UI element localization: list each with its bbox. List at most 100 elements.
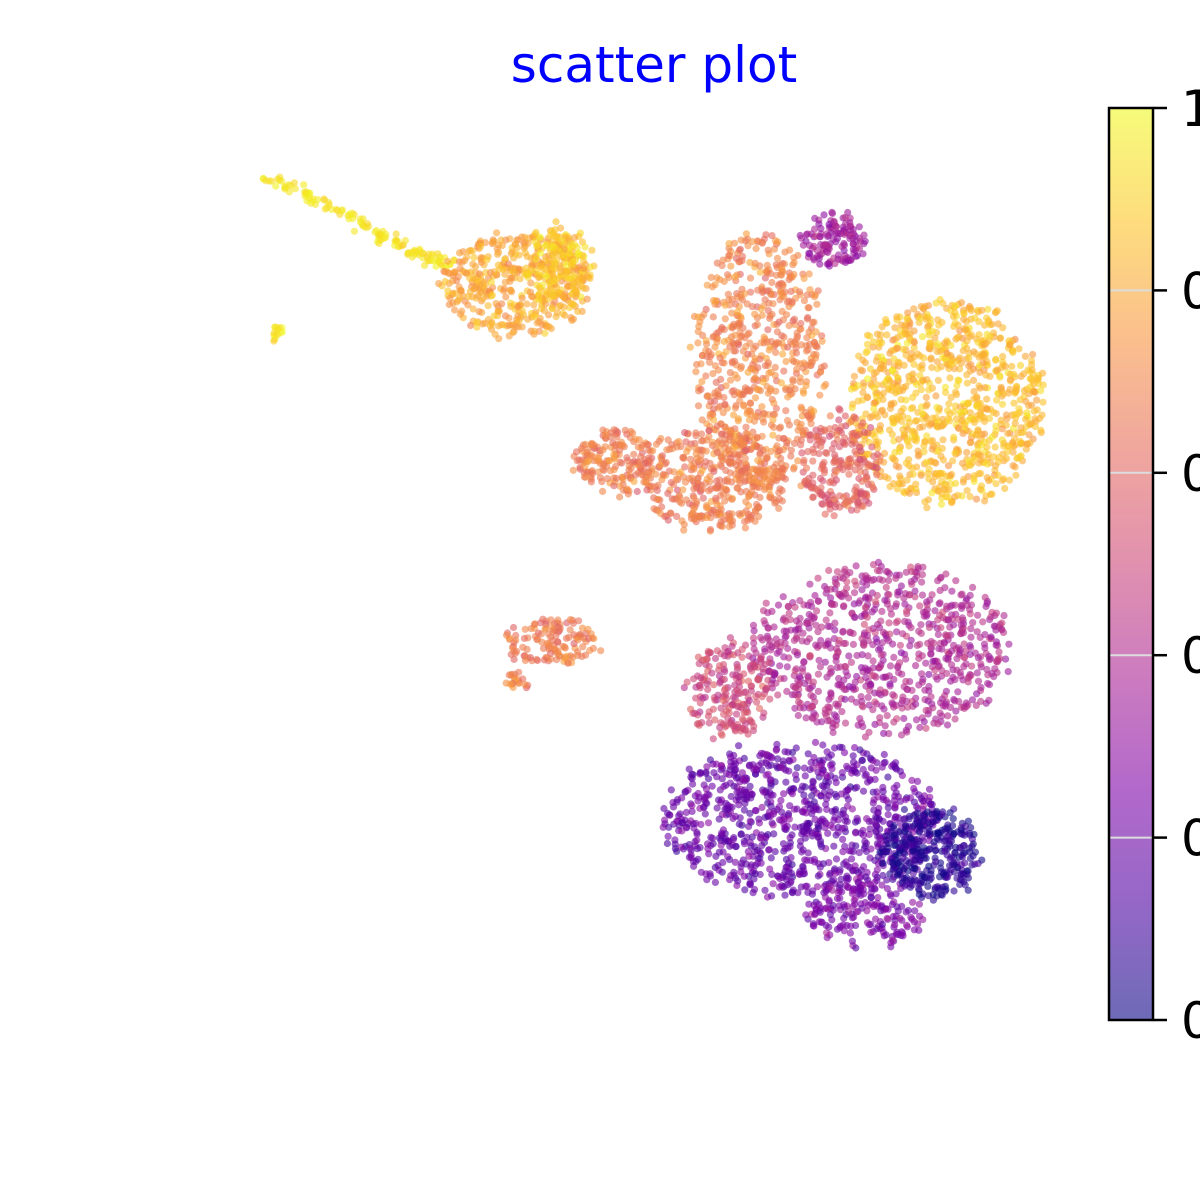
scatter-point-558: [479, 295, 487, 303]
scatter-point-1875: [606, 467, 615, 475]
scatter-point-2359: [957, 359, 966, 367]
scatter-point-3830: [963, 595, 971, 603]
scatter-point-2214: [934, 376, 943, 384]
scatter-point-1008: [744, 368, 752, 376]
scatter-point-3269: [814, 670, 823, 678]
scatter-point-3560: [814, 597, 822, 605]
scatter-point-4027: [711, 654, 720, 663]
scatter-point-3942: [969, 583, 977, 592]
scatter-point-3957: [826, 717, 834, 725]
scatter-point-3265: [864, 652, 872, 660]
scatter-point-3881: [811, 591, 819, 600]
scatter-point-4526: [788, 748, 797, 757]
scatter-point-1317: [739, 391, 747, 399]
scatter-point-3796: [771, 670, 779, 678]
scatter-point-539: [498, 300, 506, 308]
scatter-point-3525: [902, 677, 910, 686]
scatter-point-2785: [981, 430, 989, 438]
scatter-point-557: [508, 264, 516, 272]
scatter-point-2050: [806, 241, 814, 249]
scatter-point-4496: [696, 844, 704, 852]
scatter-point-3613: [997, 625, 1006, 633]
scatter-point-698: [570, 285, 578, 293]
scatter-point-1712: [775, 489, 783, 497]
scatter-point-2899: [989, 408, 997, 416]
scatter-point-2951: [905, 442, 913, 450]
scatter-point-3924: [852, 698, 860, 706]
scatter-point-2932: [893, 344, 902, 352]
scatter-point-3638: [815, 656, 823, 664]
scatter-point-1195: [797, 341, 806, 349]
scatter-point-1310: [702, 372, 710, 380]
scatter-point-857: [692, 368, 700, 376]
scatter-point-3000: [825, 432, 834, 440]
scatter-point-97: [303, 197, 311, 205]
scatter-point-3712: [783, 687, 791, 696]
scatter-point-4911: [722, 781, 730, 789]
scatter-point-4153: [750, 722, 758, 730]
scatter-point-2505: [1009, 348, 1017, 356]
scatter-point-3083: [831, 503, 839, 511]
scatter-point-4171: [691, 709, 699, 718]
scatter-point-2239: [917, 386, 925, 394]
scatter-point-703: [552, 245, 560, 253]
scatter-point-4979: [691, 837, 699, 846]
scatter-point-3357: [847, 658, 856, 667]
scatter-point-4667: [734, 773, 742, 782]
scatter-point-2756: [994, 471, 1002, 479]
scatter-point-411: [492, 299, 500, 308]
scatter-point-2907: [925, 328, 933, 336]
scatter-point-3641: [880, 705, 888, 713]
scatter-point-2548: [918, 410, 927, 418]
scatter-point-2028: [799, 241, 808, 249]
scatter-point-3067: [836, 492, 844, 500]
scatter-point-3502: [764, 624, 772, 632]
scatter-point-4625: [760, 788, 768, 796]
scatter-point-901: [694, 339, 702, 347]
scatter-point-418: [515, 316, 523, 324]
scatter-point-3466: [860, 620, 869, 629]
scatter-point-3125: [800, 459, 808, 467]
scatter-point-3864: [843, 672, 852, 680]
scatter-point-296: [493, 229, 501, 237]
scatter-point-1921: [588, 469, 597, 478]
scatter-point-2883: [920, 354, 928, 362]
scatter-point-713: [525, 270, 533, 278]
scatter-point-3109: [820, 469, 829, 477]
scatter-point-2735: [941, 480, 949, 488]
scatter-point-2004: [805, 249, 813, 257]
scatter-point-1572: [778, 497, 787, 505]
scatter-point-1277: [792, 344, 800, 352]
scatter-point-3867: [992, 609, 1001, 617]
scatter-point-3795: [845, 682, 853, 691]
scatter-point-2802: [923, 400, 931, 409]
scatter-point-2390: [902, 383, 910, 391]
scatter-point-3778: [937, 624, 945, 632]
scatter-point-3766: [868, 608, 876, 616]
scatter-point-552: [490, 237, 498, 245]
scatter-point-1155: [786, 246, 794, 254]
scatter-point-3139: [833, 431, 841, 439]
scatter-point-4123: [700, 656, 708, 664]
scatter-point-2887: [870, 405, 878, 413]
scatter-point-4142: [757, 655, 765, 663]
scatter-point-1699: [703, 436, 711, 444]
scatter-point-683: [541, 287, 550, 295]
scatter-point-1186: [744, 407, 752, 415]
scatter-point-3847: [796, 597, 804, 605]
scatter-point-3764: [791, 704, 799, 712]
scatter-point-551: [494, 250, 502, 258]
scatter-point-1732: [770, 463, 778, 471]
scatter-point-85: [309, 195, 317, 203]
scatter-point-3923: [944, 632, 952, 640]
scatter-point-1784: [630, 450, 638, 458]
scatter-point-1093: [790, 357, 798, 366]
scatter-point-1356: [780, 293, 788, 301]
scatter-point-3417: [890, 718, 898, 726]
scatter-point-1753: [706, 526, 715, 534]
scatter-point-3311: [912, 716, 921, 724]
scatter-point-1256: [811, 291, 820, 299]
scatter-point-3805: [828, 601, 836, 609]
scatter-point-1330: [779, 435, 788, 443]
scatter-point-656: [572, 291, 580, 299]
